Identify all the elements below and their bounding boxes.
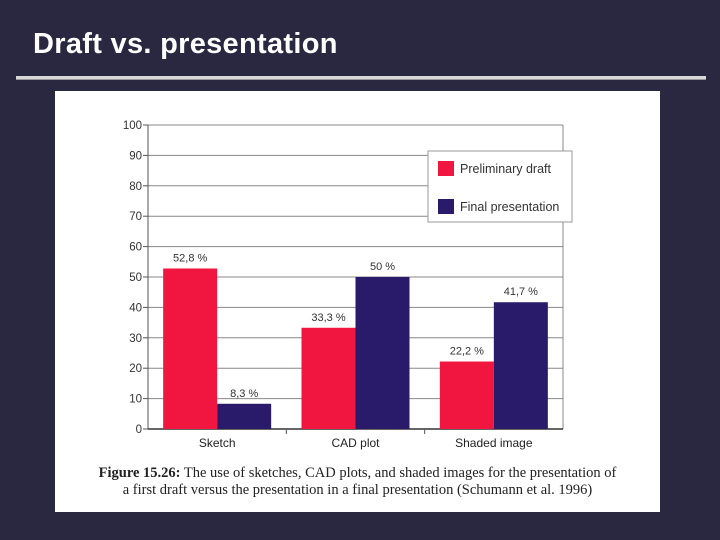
y-tick-label: 20: [129, 363, 142, 375]
data-label: 50 %: [370, 261, 395, 273]
legend-swatch: [438, 199, 454, 214]
y-tick-label: 50: [129, 272, 142, 284]
y-tick-label: 10: [129, 394, 142, 406]
caption-text-line2: a first draft versus the presentation in…: [122, 482, 593, 498]
data-label: 22,2 %: [450, 346, 484, 358]
legend-label: Final presentation: [460, 200, 559, 214]
x-tick-label: Shaded image: [455, 436, 533, 450]
caption-text: The use of sketches, CAD plots, and shad…: [180, 465, 617, 481]
bar-final-presentation: [355, 277, 410, 429]
bar-preliminary-draft: [163, 268, 218, 429]
y-tick-label: 40: [129, 302, 142, 314]
x-tick-label: Sketch: [199, 436, 236, 450]
y-tick-label: 60: [129, 242, 142, 254]
legend-swatch: [438, 161, 454, 176]
legend-label: Preliminary draft: [460, 162, 552, 176]
x-tick-label: CAD plot: [331, 436, 380, 450]
bar-final-presentation: [493, 302, 548, 429]
y-tick-label: 30: [129, 333, 142, 345]
slide-title: Draft vs. presentation: [33, 28, 338, 60]
figure-caption: Figure 15.26: The use of sketches, CAD p…: [55, 465, 660, 499]
bar-final-presentation: [217, 403, 272, 429]
y-tick-label: 0: [136, 424, 142, 436]
bar-preliminary-draft: [439, 361, 494, 429]
y-tick-label: 80: [129, 181, 142, 193]
data-label: 41,7 %: [504, 286, 538, 298]
title-divider: [16, 76, 706, 79]
data-label: 8,3 %: [230, 388, 258, 400]
caption-label: Figure 15.26:: [98, 465, 181, 481]
y-tick-label: 70: [129, 211, 142, 223]
bar-preliminary-draft: [301, 327, 356, 429]
data-label: 52,8 %: [173, 252, 207, 264]
y-tick-label: 90: [129, 150, 142, 162]
data-label: 33,3 %: [311, 312, 345, 324]
y-tick-label: 100: [123, 120, 142, 132]
